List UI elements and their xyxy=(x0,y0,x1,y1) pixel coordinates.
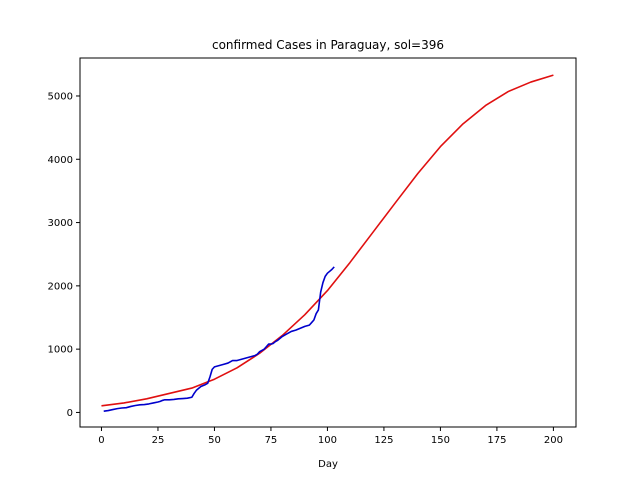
y-tick-label: 5000 xyxy=(48,91,73,102)
y-tick-label: 3000 xyxy=(48,218,73,229)
x-tick-label: 175 xyxy=(487,435,506,446)
x-tick-label: 0 xyxy=(98,435,104,446)
plot-frame xyxy=(79,57,577,428)
x-tick-label: 75 xyxy=(265,435,278,446)
y-tick-label: 2000 xyxy=(48,281,73,292)
y-tick-label: 4000 xyxy=(48,155,73,166)
chart-title: confirmed Cases in Paraguay, sol=396 xyxy=(212,38,444,52)
y-axis: 0 1000 2000 3000 4000 5000 xyxy=(48,91,80,419)
x-tick-label: 150 xyxy=(431,435,450,446)
x-tick-label: 200 xyxy=(544,435,563,446)
x-axis-label: Day xyxy=(318,459,338,470)
series-line-model xyxy=(101,74,554,407)
y-tick-label: 0 xyxy=(67,408,73,419)
x-tick-label: 50 xyxy=(208,435,221,446)
x-axis: 0 25 50 75 100 125 150 175 200 xyxy=(98,427,563,446)
x-tick-label: 25 xyxy=(152,435,165,446)
y-tick-label: 1000 xyxy=(48,345,73,356)
series-line-observed xyxy=(103,266,335,412)
x-tick-label: 125 xyxy=(374,435,393,446)
x-tick-label: 100 xyxy=(318,435,337,446)
plot-area xyxy=(101,74,554,412)
